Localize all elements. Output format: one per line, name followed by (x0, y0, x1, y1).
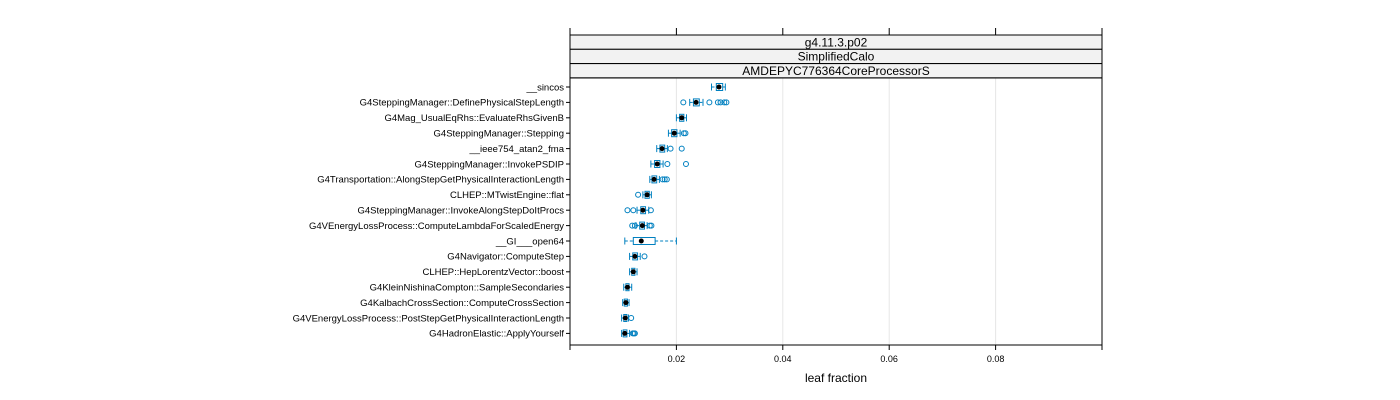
outlier-1-3 (717, 99, 724, 106)
median-9 (639, 223, 645, 229)
median-1 (693, 99, 699, 105)
outlier-15-0 (628, 315, 635, 321)
row-label-7: CLHEP::MTwistEngine::flat (450, 190, 564, 201)
median-12 (630, 269, 636, 275)
median-16 (622, 330, 628, 336)
outlier-8-2 (647, 207, 654, 214)
row-labels: __sincosG4SteppingManager::DefinePhysica… (293, 82, 570, 340)
outlier-16-2 (631, 330, 638, 337)
boxplot-6 (649, 175, 670, 184)
strip-0-label: g4.11.3.p02 (805, 35, 868, 49)
boxplot-16 (621, 329, 638, 338)
boxplot-12 (629, 267, 638, 276)
outlier-7-0 (635, 191, 642, 198)
outlier-1-4 (721, 99, 728, 106)
boxplot-7 (635, 190, 652, 199)
median-8 (640, 207, 646, 213)
outlier-6-2 (663, 176, 670, 183)
median-14 (623, 300, 629, 306)
x-axis-label: leaf fraction (805, 371, 867, 385)
boxplot-5 (650, 160, 689, 168)
row-label-6: G4Transportation::AlongStepGetPhysicalIn… (317, 175, 564, 186)
row-label-1: G4SteppingManager::DefinePhysicalStepLen… (360, 98, 564, 109)
outlier-9-0 (629, 222, 636, 229)
row-label-16: G4HadronElastic::ApplyYourself (429, 329, 564, 340)
outlier-8-0 (624, 207, 631, 214)
boxplot-8 (624, 206, 654, 215)
row-label-15: G4VEnergyLossProcess::PostStepGetPhysica… (293, 313, 564, 324)
boxplot-1 (680, 98, 730, 107)
median-13 (624, 284, 630, 290)
row-label-2: G4Mag_UsualEqRhs::EvaluateRhsGivenB (384, 113, 564, 124)
outlier-1-2 (714, 99, 721, 106)
outlier-1-0 (680, 99, 687, 106)
panel-border (569, 77, 1103, 346)
outlier-4-1 (678, 145, 685, 152)
strip-2-label: AMDEPYC776364CoreProcessorS (742, 64, 929, 78)
median-15 (622, 315, 628, 321)
boxplot-15 (621, 314, 635, 322)
row-label-10: __GI___open64 (495, 236, 564, 247)
boxplot-3 (667, 129, 689, 138)
boxplot-11 (629, 252, 648, 261)
row-label-12: CLHEP::HepLorentzVector::boost (422, 267, 564, 278)
box-0 (715, 83, 724, 91)
median-3 (671, 130, 677, 136)
median-4 (659, 146, 665, 152)
boxplot-layer (621, 83, 730, 338)
outlier-4-0 (667, 145, 674, 152)
outlier-3-1 (682, 130, 689, 137)
panel-frame (569, 28, 1103, 350)
row-label-9: G4VEnergyLossProcess::ComputeLambdaForSc… (309, 221, 564, 232)
row-label-5: G4SteppingManager::InvokePSDIP (415, 159, 564, 170)
outlier-9-3 (648, 222, 655, 229)
outlier-11-0 (641, 253, 648, 260)
outlier-1-1 (706, 99, 713, 106)
median-6 (651, 176, 657, 182)
x-axis: 0.02 0.04 0.06 0.08 leaf fraction (668, 28, 1005, 385)
row-label-4: __ieee754_atan2_fma (468, 144, 564, 155)
outlier-5-1 (682, 161, 689, 167)
outlier-5-0 (664, 161, 671, 167)
median-0 (716, 84, 722, 90)
outlier-6-1 (661, 176, 668, 183)
boxplot-4 (656, 144, 685, 153)
boxplot-0 (711, 83, 726, 91)
median-7 (644, 192, 650, 198)
boxplot-9 (629, 221, 655, 230)
x-tick-label-1: 0.04 (774, 354, 792, 364)
boxplot-2 (675, 113, 688, 122)
box-1 (692, 98, 700, 107)
box-3 (671, 129, 678, 138)
boxplot-10 (624, 237, 677, 245)
outlier-6-0 (659, 176, 666, 183)
box-5 (654, 160, 661, 168)
median-5 (654, 161, 660, 167)
boxplot-14 (622, 298, 630, 307)
row-label-13: G4KleinNishinaCompton::SampleSecondaries (370, 283, 565, 294)
strip-header: g4.11.3.p02SimplifiedCaloAMDEPYC776364Co… (569, 34, 1103, 79)
x-tick-label-3: 0.08 (987, 354, 1005, 364)
row-label-3: G4SteppingManager::Stepping (434, 129, 564, 140)
row-label-0: __sincos (526, 82, 565, 93)
median-2 (679, 115, 685, 121)
row-label-14: G4KalbachCrossSection::ComputeCrossSecti… (360, 298, 564, 309)
row-label-11: G4Navigator::ComputeStep (447, 252, 564, 263)
x-tick-label-0: 0.02 (668, 354, 686, 364)
median-10 (638, 238, 644, 244)
outlier-8-1 (630, 207, 637, 214)
outlier-9-1 (631, 222, 638, 229)
boxplot-13 (623, 283, 633, 292)
grid-layer (675, 77, 997, 345)
box-10 (632, 237, 656, 245)
median-11 (632, 253, 638, 259)
x-tick-label-2: 0.06 (880, 354, 898, 364)
row-label-8: G4SteppingManager::InvokeAlongStepDoItPr… (358, 206, 565, 217)
strip-1-label: SimplifiedCalo (798, 50, 875, 64)
outlier-1-5 (723, 99, 730, 106)
